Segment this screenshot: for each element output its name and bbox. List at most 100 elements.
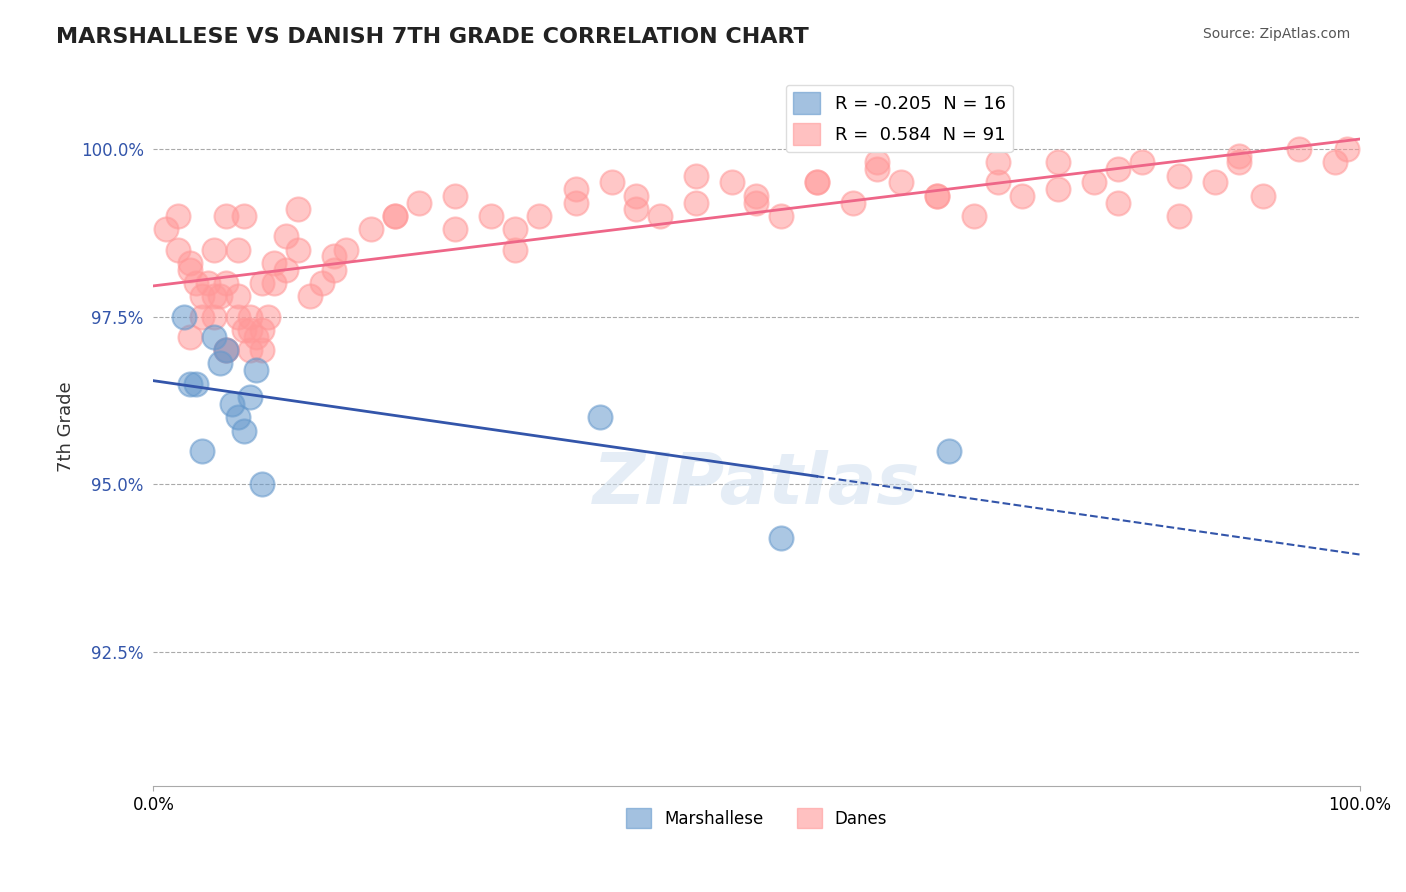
Point bbox=[202, 329, 225, 343]
Point bbox=[1107, 162, 1129, 177]
Point bbox=[866, 155, 889, 169]
Point bbox=[938, 443, 960, 458]
Point bbox=[250, 276, 273, 290]
Point bbox=[232, 209, 254, 223]
Legend: Marshallese, Danes: Marshallese, Danes bbox=[619, 801, 894, 835]
Point bbox=[987, 155, 1010, 169]
Point bbox=[624, 202, 647, 217]
Point bbox=[1288, 142, 1310, 156]
Point bbox=[600, 176, 623, 190]
Text: ZIPatlas: ZIPatlas bbox=[593, 450, 920, 519]
Point bbox=[239, 390, 262, 404]
Point bbox=[1046, 182, 1069, 196]
Point bbox=[503, 243, 526, 257]
Point bbox=[890, 176, 912, 190]
Point bbox=[287, 243, 309, 257]
Point bbox=[184, 376, 207, 391]
Point bbox=[226, 243, 249, 257]
Point bbox=[1227, 149, 1250, 163]
Point bbox=[648, 209, 671, 223]
Point bbox=[245, 329, 267, 343]
Point bbox=[769, 209, 792, 223]
Point bbox=[1204, 176, 1226, 190]
Point bbox=[179, 376, 201, 391]
Point bbox=[927, 189, 949, 203]
Y-axis label: 7th Grade: 7th Grade bbox=[58, 382, 75, 473]
Point bbox=[721, 176, 744, 190]
Point bbox=[179, 256, 201, 270]
Point bbox=[155, 222, 177, 236]
Point bbox=[503, 222, 526, 236]
Point bbox=[323, 262, 346, 277]
Text: MARSHALLESE VS DANISH 7TH GRADE CORRELATION CHART: MARSHALLESE VS DANISH 7TH GRADE CORRELAT… bbox=[56, 27, 808, 46]
Point bbox=[215, 343, 238, 357]
Point bbox=[208, 356, 231, 370]
Point bbox=[184, 276, 207, 290]
Point bbox=[226, 289, 249, 303]
Point bbox=[1132, 155, 1154, 169]
Point bbox=[215, 343, 238, 357]
Point bbox=[564, 182, 586, 196]
Point bbox=[685, 195, 707, 210]
Point bbox=[408, 195, 430, 210]
Point bbox=[276, 229, 298, 244]
Point bbox=[311, 276, 333, 290]
Point bbox=[1336, 142, 1358, 156]
Point bbox=[1227, 155, 1250, 169]
Point bbox=[384, 209, 406, 223]
Point bbox=[202, 310, 225, 324]
Text: Source: ZipAtlas.com: Source: ZipAtlas.com bbox=[1202, 27, 1350, 41]
Point bbox=[232, 424, 254, 438]
Point bbox=[769, 531, 792, 545]
Point bbox=[287, 202, 309, 217]
Point bbox=[215, 276, 238, 290]
Point bbox=[685, 169, 707, 183]
Point bbox=[239, 323, 262, 337]
Point bbox=[245, 363, 267, 377]
Point bbox=[215, 343, 238, 357]
Point bbox=[1251, 189, 1274, 203]
Point bbox=[335, 243, 357, 257]
Point bbox=[202, 289, 225, 303]
Point bbox=[263, 276, 285, 290]
Point bbox=[239, 343, 262, 357]
Point bbox=[250, 477, 273, 491]
Point bbox=[323, 249, 346, 263]
Point bbox=[299, 289, 322, 303]
Point bbox=[166, 243, 188, 257]
Point bbox=[745, 189, 768, 203]
Point bbox=[1011, 189, 1033, 203]
Point bbox=[257, 310, 280, 324]
Point bbox=[263, 256, 285, 270]
Point bbox=[190, 289, 212, 303]
Point bbox=[564, 195, 586, 210]
Point bbox=[1046, 155, 1069, 169]
Point bbox=[179, 262, 201, 277]
Point bbox=[202, 243, 225, 257]
Point bbox=[166, 209, 188, 223]
Point bbox=[239, 310, 262, 324]
Point bbox=[444, 222, 467, 236]
Point bbox=[226, 410, 249, 425]
Point bbox=[589, 410, 612, 425]
Point bbox=[197, 276, 219, 290]
Point bbox=[179, 329, 201, 343]
Point bbox=[1107, 195, 1129, 210]
Point bbox=[842, 195, 865, 210]
Point bbox=[1167, 169, 1189, 183]
Point bbox=[1167, 209, 1189, 223]
Point bbox=[962, 209, 984, 223]
Point bbox=[215, 209, 238, 223]
Point bbox=[479, 209, 502, 223]
Point bbox=[190, 310, 212, 324]
Point bbox=[250, 323, 273, 337]
Point bbox=[276, 262, 298, 277]
Point bbox=[866, 162, 889, 177]
Point bbox=[1324, 155, 1347, 169]
Point bbox=[173, 310, 195, 324]
Point bbox=[806, 176, 828, 190]
Point bbox=[927, 189, 949, 203]
Point bbox=[190, 443, 212, 458]
Point bbox=[208, 289, 231, 303]
Point bbox=[384, 209, 406, 223]
